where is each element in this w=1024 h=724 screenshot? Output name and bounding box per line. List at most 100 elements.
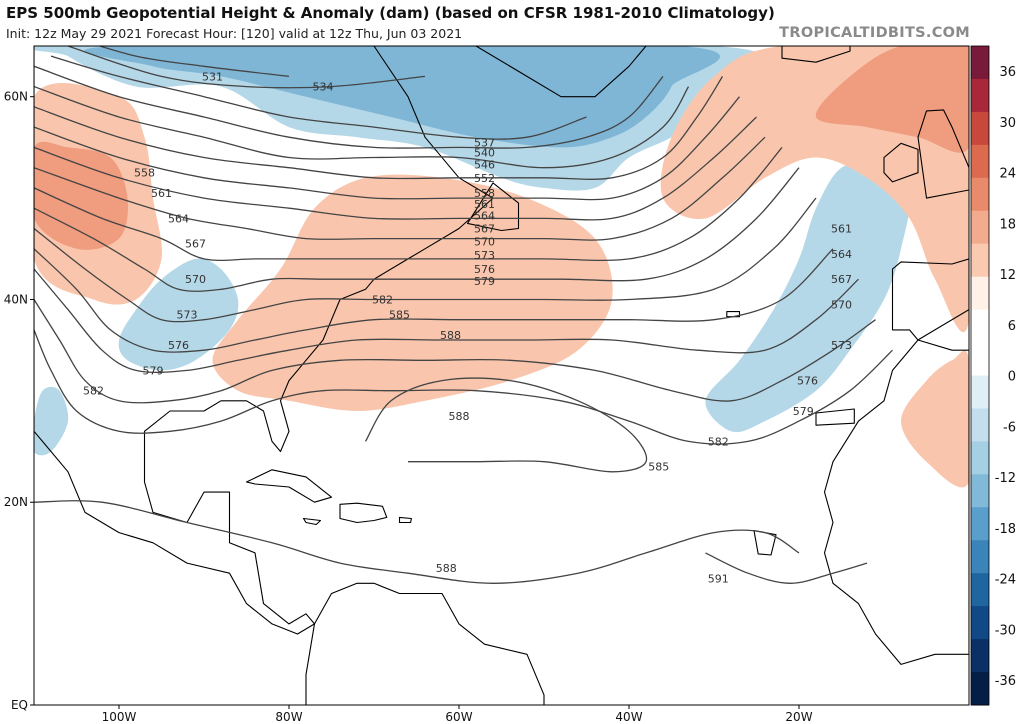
contour-label-561: 561 [831,223,852,236]
contour-570 [34,167,800,292]
contour-567 [34,146,783,262]
contour-531 [97,46,290,78]
contour-label-561: 561 [474,198,495,211]
contour-label-588: 588 [449,410,470,423]
lon-tick-label: 100W [102,710,137,724]
height-contour-layer: 5315345375405465525585615645675705735765… [34,46,893,585]
lat-tick-label: 20N [4,495,28,509]
svg-text:540: 540 [474,147,495,160]
colorbar-label: -30 [995,623,1016,638]
colorbar-label: 30 [999,116,1016,131]
africa-land [823,339,969,665]
contour-label-573: 573 [474,249,495,262]
svg-text:537: 537 [474,136,495,149]
svg-text:558: 558 [134,167,155,180]
iceland-land [781,46,851,63]
colorbar-swatch [971,441,989,475]
contour-label-570: 570 [185,273,206,286]
ireland-land [883,142,919,183]
anomaly-area-uk-high [815,46,969,153]
colorbar-swatch [971,144,989,179]
svg-text:582: 582 [372,294,393,307]
contour-591 [705,552,868,584]
colorbar-swatch [971,342,989,376]
anomaly-area-western-us-core [34,141,128,250]
contour-label-561: 561 [151,187,172,200]
svg-text:573: 573 [831,339,852,352]
svg-text:588: 588 [449,410,470,423]
jamaica-land [302,517,322,526]
contour-label-558: 558 [134,167,155,180]
lat-tick-label: 60N [4,90,28,104]
anomaly-area-nw-africa-high [901,350,969,488]
contour-label-564: 564 [168,212,189,225]
contour-561 [34,116,757,221]
svg-text:570: 570 [474,236,495,249]
contour-label-570: 570 [831,299,852,312]
contour-582 [34,299,876,404]
contour-552 [34,76,724,180]
colorbar-swatch [971,177,989,212]
contour-label-582: 582 [372,294,393,307]
colorbar-label: 12 [999,268,1016,283]
contour-label-585: 585 [389,309,410,322]
canary-land [815,408,855,426]
contour-588 [34,500,800,584]
contour-label-585: 585 [648,461,669,474]
svg-text:579: 579 [143,364,164,377]
svg-text:531: 531 [202,70,223,83]
iberia-land [891,258,969,341]
contour-label-588: 588 [440,329,461,342]
contour-label-567: 567 [185,238,206,251]
contour-label-567: 567 [474,223,495,236]
contour-label-588: 588 [436,562,457,575]
south-america-land [305,582,545,705]
contour-579 [34,268,859,373]
svg-text:576: 576 [474,263,495,276]
contour-576 [34,248,834,353]
contour-573 [34,197,817,323]
contour-label-540: 540 [474,147,495,160]
contour-label-579: 579 [143,364,164,377]
svg-text:570: 570 [185,273,206,286]
lat-tick-label: EQ [11,698,28,712]
map-frame [33,45,970,706]
svg-text:588: 588 [440,329,461,342]
contour-label-534: 534 [313,81,334,94]
contour-label-579: 579 [793,405,814,418]
colorbar-swatch [971,46,989,80]
contour-label-576: 576 [474,263,495,276]
greenland-land [475,46,647,98]
colorbar-label: -18 [995,522,1016,537]
colorbar-label: 18 [999,217,1016,232]
svg-text:567: 567 [474,223,495,236]
contour-label-570: 570 [474,236,495,249]
colorbar-swatch [971,78,989,113]
colorbar-swatch [971,309,989,344]
svg-text:579: 579 [793,405,814,418]
svg-text:585: 585 [648,461,669,474]
colorbar-label: -24 [995,573,1016,588]
svg-text:582: 582 [708,435,729,448]
svg-text:585: 585 [389,309,410,322]
colorbar-swatch [971,276,989,311]
contour-534 [67,46,426,89]
contour-label-567: 567 [831,273,852,286]
anomaly-area-ohio-valley-low [118,258,239,371]
svg-text:534: 534 [313,81,334,94]
colorbar-label: 0 [1008,370,1016,385]
svg-text:561: 561 [831,223,852,236]
contour-label-552: 552 [474,172,495,185]
colorbar-swatch [971,474,989,508]
puerto-rico-land [398,516,412,524]
lon-tick-label: 80W [275,710,302,724]
colorbar-swatch [971,672,989,706]
cuba-land [245,469,333,503]
colorbar-frame [970,45,990,706]
colorbar-label: 36 [999,65,1016,80]
contour-537 [50,55,587,140]
contour-label-576: 576 [168,339,189,352]
map-axes: 60N 40N 20N EQ 100W 80W 60W 40W 20W [4,90,813,724]
contour-label-591: 591 [708,572,729,585]
colorbar-label: -12 [995,471,1016,486]
